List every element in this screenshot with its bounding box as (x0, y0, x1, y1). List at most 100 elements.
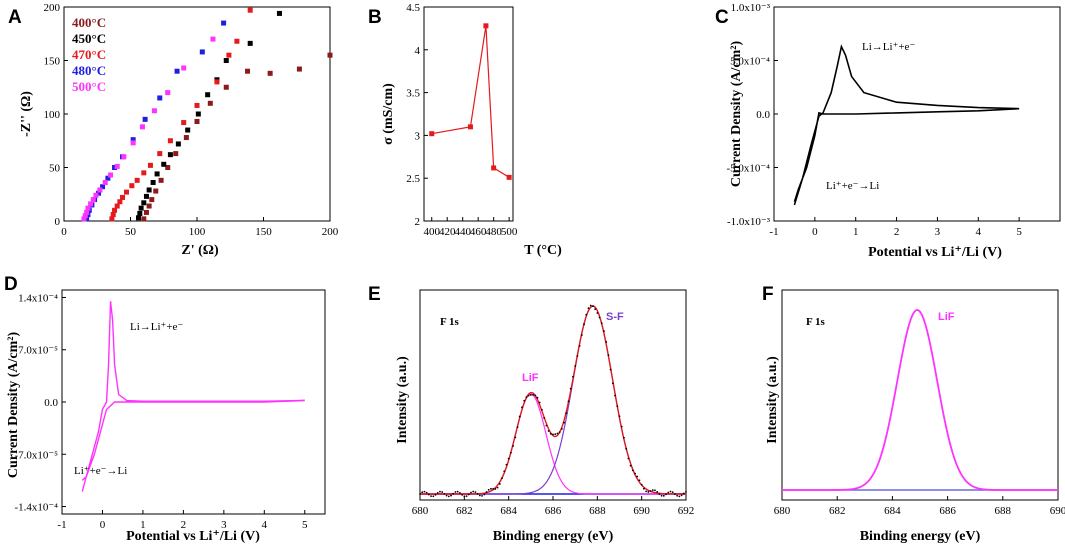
raw-point (547, 430, 550, 432)
data-point (214, 79, 220, 85)
x-tick-label: 690 (1050, 505, 1065, 517)
x-tick-label: 1 (853, 226, 859, 238)
data-point (154, 171, 160, 177)
raw-point (598, 316, 601, 319)
raw-point (623, 436, 625, 439)
panel-d-xlabel: Potential vs Li⁺/Li (V) (126, 529, 260, 544)
x-tick-label: 680 (412, 505, 429, 517)
raw-point (427, 493, 430, 496)
data-point (130, 140, 136, 146)
raw-point (636, 475, 639, 478)
panel-a-plot: 0 50 100 150 200 0 50 100 150 200 (44, 2, 339, 238)
raw-point (578, 344, 581, 347)
raw-point (476, 492, 479, 495)
x-tick-label: 688 (589, 505, 606, 517)
y-tick-label: 4 (415, 45, 421, 57)
y-tick-label: 7.0x10⁻⁵ (18, 345, 58, 357)
raw-point (518, 415, 521, 418)
raw-point (592, 305, 594, 308)
data-point (167, 138, 173, 144)
raw-point (605, 341, 608, 343)
data-point (467, 124, 473, 130)
x-tick-label: 0 (61, 226, 67, 238)
y-tick-label: 2 (415, 216, 421, 228)
raw-point (634, 472, 636, 475)
raw-point (461, 493, 464, 496)
panel-f-ylabel: Intensity (a.u.) (765, 356, 780, 444)
y-tick-label: -7.0x10⁻⁵ (14, 449, 58, 461)
raw-point (454, 491, 457, 493)
data-point (114, 163, 120, 169)
raw-point (474, 491, 477, 494)
raw-point (647, 491, 650, 493)
panel-d-plot: -1 0 1 2 3 4 5 -1.4x10⁻⁴ -7.0x10⁻⁵ 0.0 7.0x10⁻⁵ 1.4… (14, 289, 326, 531)
x-tick-label: 682 (456, 505, 473, 517)
data-point (161, 161, 167, 167)
panel-e-peak-lif: LiF (522, 372, 539, 384)
raw-point (459, 492, 461, 494)
x-tick-label: 680 (774, 505, 791, 517)
raw-point (583, 323, 585, 326)
raw-point (607, 354, 610, 357)
panel-d-ylabel: Current Density (A/cm²) (6, 332, 21, 479)
raw-point (483, 493, 486, 496)
raw-point (596, 312, 599, 314)
raw-point (507, 457, 510, 460)
x-tick-label: 2 (894, 226, 900, 238)
data-point (194, 102, 200, 108)
x-tick-label: -1 (769, 226, 778, 238)
data-point (199, 49, 205, 55)
raw-point (470, 491, 472, 494)
raw-point (467, 493, 470, 496)
raw-point (662, 494, 665, 497)
raw-point (640, 483, 643, 486)
panel-c-reduction-label: Li⁺+e⁻→Li (826, 180, 879, 192)
raw-point (611, 382, 614, 385)
data-point (121, 154, 127, 160)
data-point (82, 213, 88, 219)
data-point (88, 201, 94, 207)
data-point (84, 216, 90, 222)
raw-point (616, 405, 619, 408)
data-point (194, 118, 200, 124)
raw-point (439, 490, 441, 493)
raw-point (498, 483, 501, 485)
raw-point (441, 491, 444, 493)
raw-point (434, 493, 437, 496)
data-point (276, 10, 282, 16)
raw-point (567, 400, 570, 403)
data-point (157, 151, 163, 157)
plot-frame (423, 6, 514, 222)
raw-point (509, 451, 512, 454)
x-tick-label: 684 (500, 505, 517, 517)
y-tick-label: 200 (44, 2, 61, 14)
raw-point (423, 490, 426, 493)
data-point (84, 209, 90, 215)
raw-point (490, 487, 492, 490)
raw-point (651, 489, 654, 492)
data-point (93, 192, 99, 198)
x-tick-label: 682 (829, 505, 846, 517)
panel-a-letter: A (8, 7, 22, 28)
raw-point (494, 488, 497, 490)
raw-point (618, 415, 621, 418)
raw-point (425, 491, 428, 494)
y-tick-label: 5.0x10⁻⁴ (730, 56, 770, 68)
raw-point (625, 447, 628, 450)
raw-point (536, 396, 539, 399)
raw-point (456, 490, 459, 493)
data-point (223, 84, 229, 90)
panel-d-letter: D (4, 274, 18, 295)
raw-point (685, 490, 687, 493)
data-point (124, 189, 130, 195)
legend-480: 480°C (72, 63, 106, 78)
x-tick-label: 3 (935, 226, 941, 238)
raw-point (660, 494, 663, 497)
raw-point (529, 394, 532, 396)
panel-a-xlabel: Z' (Ω) (181, 243, 219, 258)
data-point (245, 68, 251, 74)
raw-point (463, 495, 466, 498)
data-point (108, 172, 114, 178)
data-point (141, 170, 147, 176)
